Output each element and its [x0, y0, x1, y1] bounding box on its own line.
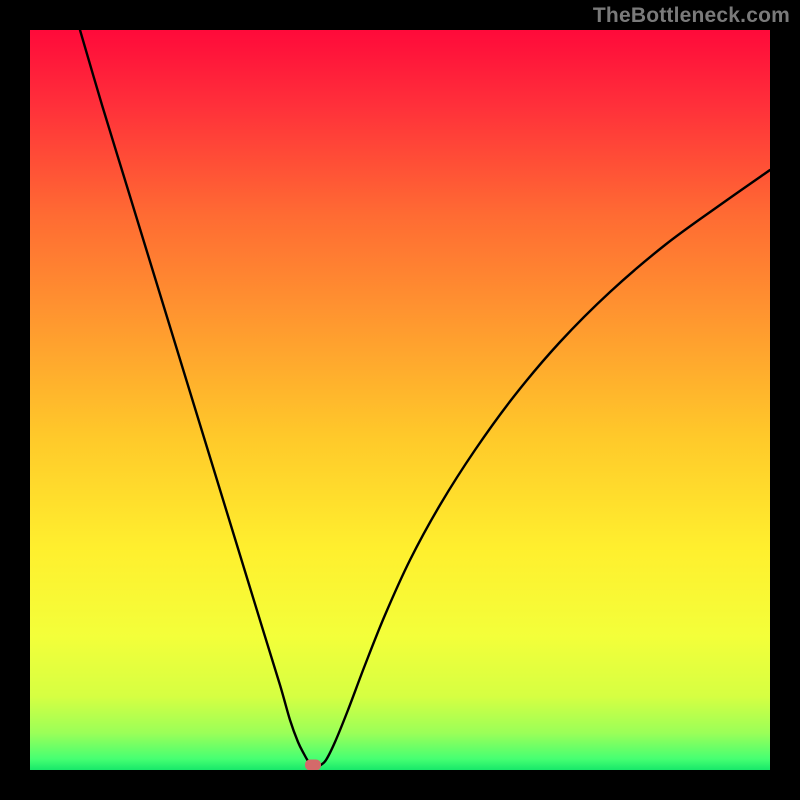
- gradient-background: [30, 30, 770, 770]
- minimum-marker: [305, 760, 321, 771]
- chart-frame: TheBottleneck.com: [0, 0, 800, 800]
- watermark-text: TheBottleneck.com: [593, 4, 790, 28]
- plot-area: [30, 30, 770, 770]
- plot-svg: [30, 30, 770, 770]
